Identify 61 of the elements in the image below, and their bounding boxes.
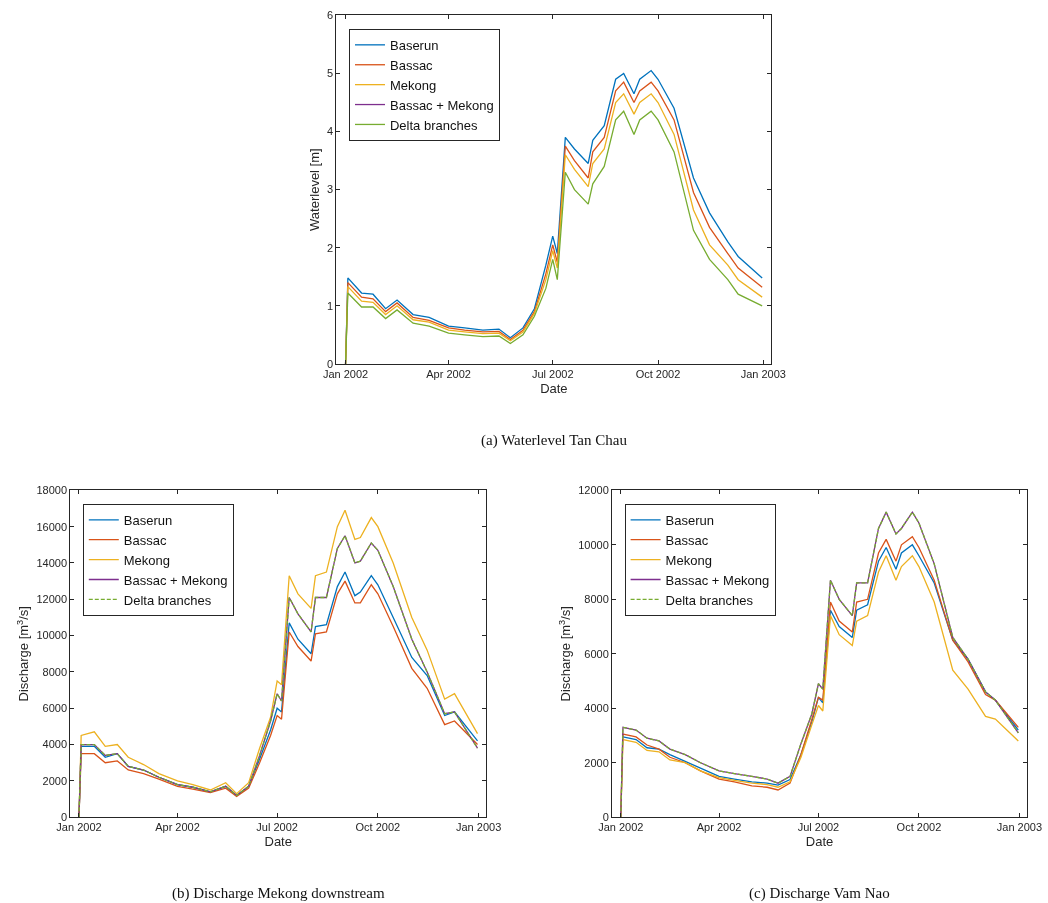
y-tick-label: 18000: [36, 484, 68, 497]
y-tick-label: 2: [327, 241, 334, 254]
legend-label: Mekong: [665, 552, 712, 568]
y-tick-label: 0: [60, 811, 68, 824]
y-tick-label: 1: [327, 299, 334, 312]
legend-label: Mekong: [123, 552, 171, 568]
x-tick-label: Apr 2002: [696, 821, 742, 834]
y-tick-label: 10000: [578, 538, 609, 551]
legend-label: Baserun: [123, 512, 173, 528]
x-axis-title: Date: [805, 834, 834, 850]
y-tick-label: 3: [327, 183, 334, 196]
x-axis-title: Date: [264, 834, 292, 850]
y-tick-label: 5: [327, 67, 334, 80]
x-tick-label: Jan 2003: [996, 821, 1043, 834]
y-tick-label: 8000: [584, 593, 609, 606]
y-tick-label: 2000: [42, 774, 68, 787]
legend-label: Bassac + Mekong: [665, 572, 770, 588]
x-tick-label: Jul 2002: [256, 821, 298, 834]
y-tick-label: 16000: [36, 520, 68, 533]
x-tick-label: Oct 2002: [635, 368, 681, 381]
y-axis-title: Waterlevel [m]: [307, 148, 323, 231]
y-tick-label: 6000: [42, 702, 68, 715]
y-tick-label: 10000: [36, 629, 68, 642]
x-tick-label: Jan 2002: [598, 821, 644, 834]
x-tick-label: Jul 2002: [531, 368, 574, 381]
y-tick-label: 4000: [584, 702, 609, 715]
x-tick-label: Jan 2002: [322, 368, 369, 381]
text: (c) Discharge Vam Nao: [749, 885, 890, 902]
legend-label: Baserun: [665, 512, 715, 528]
x-tick-label: Apr 2002: [155, 821, 200, 834]
y-tick-label: 4000: [42, 738, 68, 751]
x-tick-label: Apr 2002: [426, 368, 471, 381]
x-tick-label: Jan 2002: [56, 821, 102, 834]
legend-label: Bassac: [123, 532, 167, 548]
legend-label: Delta branches: [389, 117, 478, 133]
legend-label: Bassac: [389, 57, 434, 73]
y-tick-label: 2000: [584, 756, 609, 769]
y-tick-label: 6: [327, 9, 334, 22]
y-tick-label: 12000: [578, 484, 609, 497]
legend-label: Baserun: [389, 37, 439, 53]
x-tick-label: Jul 2002: [797, 821, 840, 834]
y-tick-label: 0: [327, 357, 334, 370]
y-tick-label: 4: [327, 125, 334, 138]
legend-label: Bassac: [665, 532, 709, 548]
y-tick-label: 8000: [42, 665, 68, 678]
legend-label: Delta branches: [123, 592, 212, 608]
y-tick-label: 12000: [36, 593, 68, 606]
legend-label: Bassac + Mekong: [123, 572, 228, 588]
legend-label: Mekong: [389, 77, 437, 93]
y-tick-label: 6000: [584, 647, 609, 660]
text: (b) Discharge Mekong downstream: [172, 885, 385, 902]
legend-label: Delta branches: [665, 592, 754, 608]
y-tick-label: 14000: [36, 556, 68, 569]
x-tick-label: Jan 2003: [740, 368, 786, 381]
text: (a) Waterlevel Tan Chau: [481, 432, 628, 449]
x-tick-label: Oct 2002: [896, 821, 942, 834]
x-tick-label: Oct 2002: [355, 821, 401, 834]
x-axis-title: Date: [540, 380, 568, 396]
y-tick-label: 0: [602, 811, 609, 824]
legend-label: Bassac + Mekong: [389, 97, 494, 113]
x-tick-label: Jan 2003: [455, 821, 502, 834]
